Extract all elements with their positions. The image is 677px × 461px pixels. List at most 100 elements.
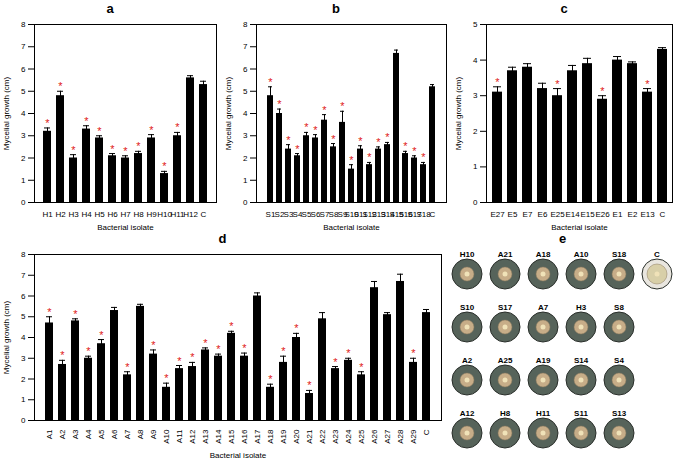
svg-text:A3: A3: [71, 429, 80, 439]
svg-text:*: *: [277, 98, 282, 110]
svg-text:*: *: [322, 104, 327, 116]
svg-text:*: *: [190, 351, 195, 363]
svg-text:*: *: [294, 322, 299, 334]
svg-text:6: 6: [21, 65, 26, 74]
svg-text:A18: A18: [266, 429, 275, 444]
svg-text:*: *: [123, 145, 128, 157]
svg-text:H8: H8: [500, 409, 511, 418]
svg-text:*: *: [97, 125, 102, 137]
svg-text:*: *: [73, 308, 78, 320]
svg-text:A25: A25: [498, 356, 513, 365]
svg-text:A19: A19: [279, 429, 288, 444]
svg-text:7: 7: [243, 42, 248, 51]
svg-text:A11: A11: [175, 429, 184, 443]
svg-text:8: 8: [21, 20, 26, 29]
svg-text:*: *: [281, 345, 286, 357]
svg-text:A13: A13: [201, 429, 210, 444]
svg-text:2: 2: [243, 154, 248, 163]
svg-text:A22: A22: [318, 429, 327, 444]
svg-text:5: 5: [21, 87, 26, 96]
svg-text:*: *: [268, 373, 273, 385]
svg-text:1: 1: [243, 176, 248, 185]
svg-text:5: 5: [243, 87, 248, 96]
svg-text:E2: E2: [628, 210, 638, 219]
svg-text:S13: S13: [612, 409, 627, 418]
svg-text:E13: E13: [640, 210, 655, 219]
svg-text:*: *: [149, 124, 154, 136]
svg-text:*: *: [403, 140, 408, 152]
svg-text:A8: A8: [136, 429, 145, 439]
svg-text:*: *: [151, 339, 156, 351]
svg-text:4: 4: [243, 109, 248, 118]
svg-text:8: 8: [243, 20, 248, 29]
svg-text:A7: A7: [123, 429, 132, 439]
svg-text:*: *: [86, 345, 91, 357]
svg-text:H7: H7: [120, 210, 131, 219]
svg-text:A19: A19: [536, 356, 551, 365]
svg-text:*: *: [376, 136, 381, 148]
svg-text:E1: E1: [613, 210, 623, 219]
svg-text:8: 8: [21, 250, 26, 259]
svg-text:A21: A21: [498, 250, 513, 259]
svg-text:1: 1: [473, 162, 478, 171]
svg-text:*: *: [367, 151, 372, 163]
svg-text:*: *: [164, 372, 169, 384]
svg-text:*: *: [555, 78, 560, 90]
svg-text:*: *: [58, 80, 63, 92]
svg-text:A9: A9: [149, 429, 158, 439]
svg-text:4: 4: [21, 333, 26, 342]
svg-text:*: *: [333, 356, 338, 368]
svg-text:*: *: [421, 151, 426, 163]
svg-text:Bacterial isolate: Bacterial isolate: [210, 451, 267, 460]
svg-text:E6: E6: [538, 210, 548, 219]
svg-text:*: *: [358, 135, 363, 147]
svg-text:E27: E27: [490, 210, 505, 219]
svg-text:E7: E7: [523, 210, 533, 219]
svg-text:*: *: [162, 160, 167, 172]
svg-text:3: 3: [473, 91, 478, 100]
svg-text:*: *: [175, 121, 180, 133]
svg-text:A17: A17: [253, 429, 262, 444]
svg-text:S10: S10: [460, 303, 475, 312]
svg-text:S14: S14: [574, 356, 589, 365]
svg-text:H1: H1: [42, 210, 53, 219]
svg-text:*: *: [99, 329, 104, 341]
svg-text:*: *: [645, 78, 650, 90]
svg-text:A18: A18: [536, 250, 551, 259]
svg-text:*: *: [136, 140, 141, 152]
svg-text:A4: A4: [84, 429, 93, 439]
svg-text:A12: A12: [460, 409, 475, 418]
svg-text:*: *: [47, 306, 52, 318]
svg-text:A21: A21: [305, 429, 314, 444]
svg-text:*: *: [359, 361, 364, 373]
svg-text:0: 0: [21, 198, 26, 207]
svg-text:3: 3: [21, 131, 26, 140]
svg-text:A29: A29: [409, 429, 418, 444]
svg-text:A10: A10: [574, 250, 589, 259]
svg-text:*: *: [71, 144, 76, 156]
svg-text:0: 0: [243, 198, 248, 207]
svg-text:E25: E25: [550, 210, 565, 219]
svg-text:*: *: [125, 361, 130, 373]
svg-text:H10: H10: [460, 250, 475, 259]
svg-text:1: 1: [21, 176, 26, 185]
svg-text:A20: A20: [292, 429, 301, 444]
svg-text:A16: A16: [240, 429, 249, 444]
svg-text:A1: A1: [45, 429, 54, 439]
svg-text:C: C: [660, 210, 666, 219]
svg-text:Mycelial growth (cm): Mycelial growth (cm): [224, 76, 233, 150]
svg-text:2: 2: [21, 375, 26, 384]
svg-text:Bacterial isolate: Bacterial isolate: [97, 223, 154, 232]
svg-text:*: *: [495, 76, 500, 88]
svg-text:E15: E15: [580, 210, 595, 219]
svg-text:*: *: [286, 134, 291, 146]
svg-text:H3: H3: [68, 210, 79, 219]
svg-text:*: *: [346, 347, 351, 359]
svg-text:Mycelial growth (cm): Mycelial growth (cm): [2, 76, 11, 150]
svg-text:S8: S8: [614, 303, 624, 312]
svg-text:3: 3: [243, 131, 248, 140]
svg-text:5: 5: [21, 312, 26, 321]
svg-text:H3: H3: [576, 303, 587, 312]
svg-text:*: *: [216, 343, 221, 355]
svg-text:2: 2: [473, 127, 478, 136]
